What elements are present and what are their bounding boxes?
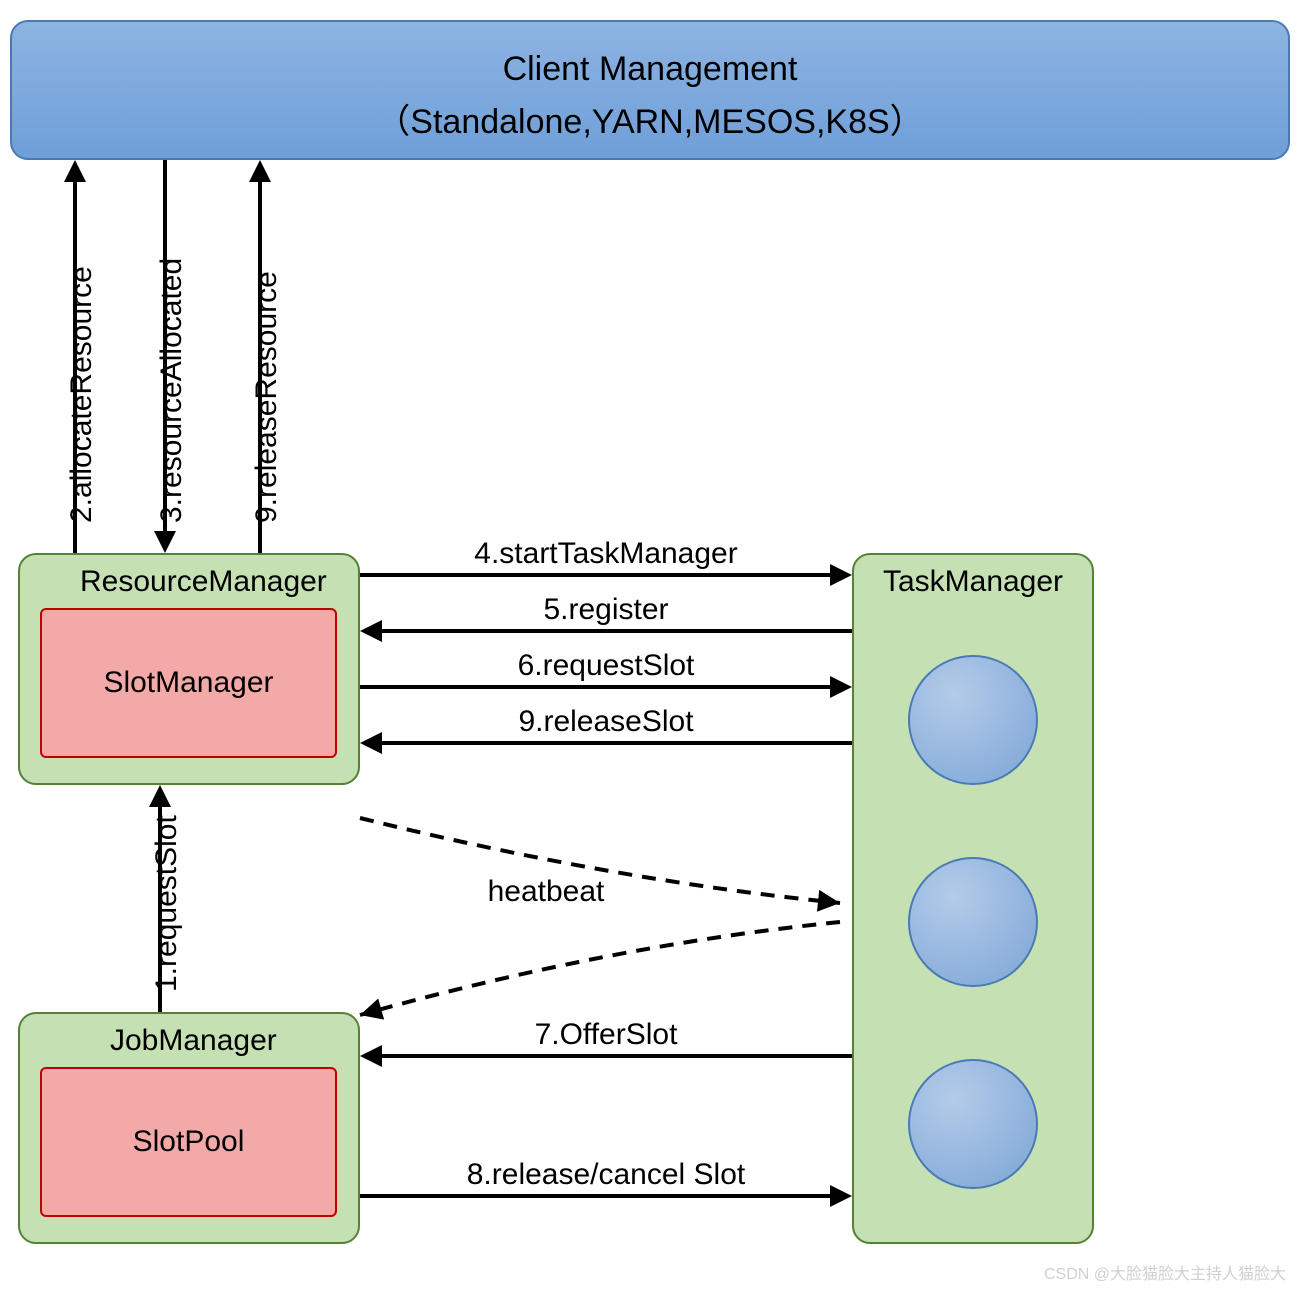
slot-manager-box: SlotManager xyxy=(40,608,337,758)
resource-manager-title: ResourceManager xyxy=(80,565,327,599)
client-title-2: （Standalone,YARN,MESOS,K8S） xyxy=(12,94,1288,143)
arrow-label-8: 8.release/cancel Slot xyxy=(467,1158,746,1192)
client-management-box: Client Management （Standalone,YARN,MESOS… xyxy=(10,20,1290,160)
arrow-label-9h: 9.releaseSlot xyxy=(518,705,693,739)
watermark-text: CSDN @大脸猫脸大主持人猫脸大 xyxy=(1044,1260,1286,1284)
task-slot-circle xyxy=(908,1059,1038,1189)
diagram-canvas: Client Management （Standalone,YARN,MESOS… xyxy=(0,0,1306,1302)
arrow-label-7: 7.OfferSlot xyxy=(535,1018,678,1052)
arrow-label-9v: 9.releaseResource xyxy=(250,271,284,523)
arrow-label-2: 2.allocateResource xyxy=(65,266,99,523)
slot-pool-box: SlotPool xyxy=(40,1067,337,1217)
slot-manager-title: SlotManager xyxy=(103,666,273,700)
arrow-label-5: 5.register xyxy=(543,593,668,627)
task-slot-circle xyxy=(908,857,1038,987)
arrow-label-3: 3.resourceAllocated xyxy=(155,258,189,523)
arrow-label-heartbeat: heatbeat xyxy=(488,875,605,909)
slot-pool-title: SlotPool xyxy=(133,1125,245,1159)
client-title-1: Client Management xyxy=(12,50,1288,89)
job-manager-title: JobManager xyxy=(110,1024,277,1058)
arrow-label-4: 4.startTaskManager xyxy=(474,537,737,571)
arrow-label-1: 1.requestSlot xyxy=(150,815,184,992)
arrow-label-6: 6.requestSlot xyxy=(518,649,695,683)
task-manager-title: TaskManager xyxy=(854,565,1092,599)
task-slot-circle xyxy=(908,655,1038,785)
